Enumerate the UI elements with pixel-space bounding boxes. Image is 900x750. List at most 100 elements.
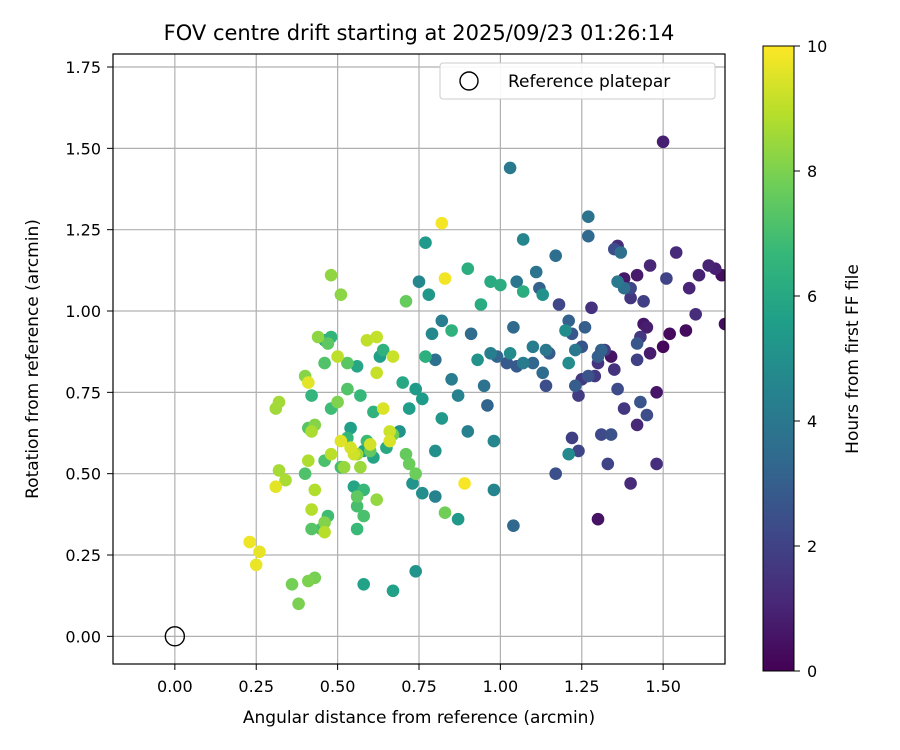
- data-point: [552, 298, 566, 311]
- data-point: [386, 350, 400, 363]
- data-point: [569, 343, 582, 357]
- data-point: [503, 161, 517, 175]
- data-point: [409, 565, 423, 578]
- data-point: [679, 324, 693, 337]
- data-point: [367, 405, 380, 419]
- data-point: [354, 389, 367, 402]
- data-point: [409, 382, 423, 396]
- data-point: [640, 408, 654, 422]
- data-point: [341, 382, 354, 396]
- data-point: [516, 285, 530, 298]
- x-tick-label: 0.25: [238, 677, 274, 696]
- reference-marker: [164, 626, 186, 647]
- data-point: [507, 321, 520, 334]
- data-point: [539, 379, 553, 393]
- data-point: [318, 356, 331, 370]
- data-point: [578, 321, 592, 334]
- chart-title: FOV centre drift starting at 2025/09/23 …: [164, 21, 675, 45]
- x-tick-label: 1.00: [483, 677, 519, 696]
- data-point: [481, 399, 494, 412]
- data-point: [536, 366, 549, 380]
- data-point: [458, 477, 471, 490]
- colorbar-ticks: 0 2 4 6 8 10: [794, 37, 827, 681]
- data-point: [279, 473, 292, 487]
- data-point: [601, 457, 615, 471]
- data-point: [630, 268, 644, 282]
- data-point: [562, 356, 575, 370]
- data-point: [318, 525, 331, 539]
- data-point: [461, 425, 475, 438]
- data-point: [718, 317, 725, 331]
- data-point: [376, 402, 390, 415]
- data-point: [630, 418, 644, 432]
- data-point: [582, 210, 595, 223]
- data-point: [383, 425, 397, 438]
- data-point: [419, 350, 432, 363]
- data-point: [318, 516, 331, 529]
- x-tick-label: 0.75: [401, 677, 437, 696]
- data-point: [660, 272, 673, 285]
- data-point: [549, 249, 562, 262]
- data-point: [582, 229, 595, 243]
- data-point: [347, 480, 361, 494]
- data-point: [611, 275, 624, 289]
- data-point: [516, 356, 530, 370]
- data-point: [308, 483, 322, 497]
- data-point: [350, 499, 364, 513]
- data-point: [344, 441, 357, 455]
- data-point: [357, 509, 371, 523]
- data-point: [640, 321, 654, 334]
- data-point: [516, 233, 530, 246]
- data-point: [451, 512, 465, 526]
- data-point: [608, 363, 621, 376]
- data-point: [624, 477, 637, 490]
- data-point: [591, 512, 605, 526]
- data-point: [409, 467, 423, 481]
- data-point: [549, 467, 562, 481]
- data-point: [656, 135, 670, 149]
- data-point: [422, 288, 436, 302]
- data-point: [396, 376, 410, 389]
- x-tick-label: 1.50: [645, 677, 681, 696]
- data-point: [435, 216, 449, 230]
- data-point: [572, 444, 585, 458]
- data-point: [471, 353, 484, 367]
- x-tick-label: 1.25: [564, 677, 600, 696]
- data-point: [386, 584, 400, 598]
- data-point: [243, 535, 256, 549]
- data-point: [689, 308, 702, 321]
- reference-point: [164, 626, 186, 647]
- data-point: [507, 519, 520, 532]
- data-point: [370, 330, 384, 344]
- data-point: [302, 454, 315, 468]
- data-point: [562, 314, 575, 328]
- data-point: [399, 295, 413, 308]
- data-point: [334, 288, 348, 302]
- data-point: [445, 373, 458, 386]
- data-point: [412, 275, 426, 289]
- data-point: [435, 412, 449, 425]
- data-point: [529, 265, 543, 279]
- data-point: [630, 353, 644, 367]
- data-point: [669, 246, 683, 259]
- data-point: [331, 395, 344, 409]
- data-point: [334, 434, 348, 448]
- data-point: [474, 298, 488, 311]
- data-point: [565, 431, 579, 445]
- y-tick-label: 0.25: [65, 546, 101, 565]
- data-point: [425, 327, 439, 341]
- x-axis-label: Angular distance from reference (arcmin): [243, 708, 595, 728]
- data-point: [341, 356, 354, 370]
- data-point: [344, 421, 357, 435]
- y-axis-label: Rotation from reference (arcmin): [23, 219, 43, 499]
- data-point: [637, 295, 650, 308]
- data-point: [539, 343, 553, 357]
- colorbar-tick-label: 6: [807, 287, 817, 306]
- data-point: [419, 236, 432, 249]
- data-point: [321, 337, 335, 350]
- data-point: [634, 395, 647, 409]
- data-point: [305, 389, 318, 402]
- data-point: [438, 506, 452, 519]
- legend-box: [439, 62, 716, 100]
- data-point: [302, 376, 315, 389]
